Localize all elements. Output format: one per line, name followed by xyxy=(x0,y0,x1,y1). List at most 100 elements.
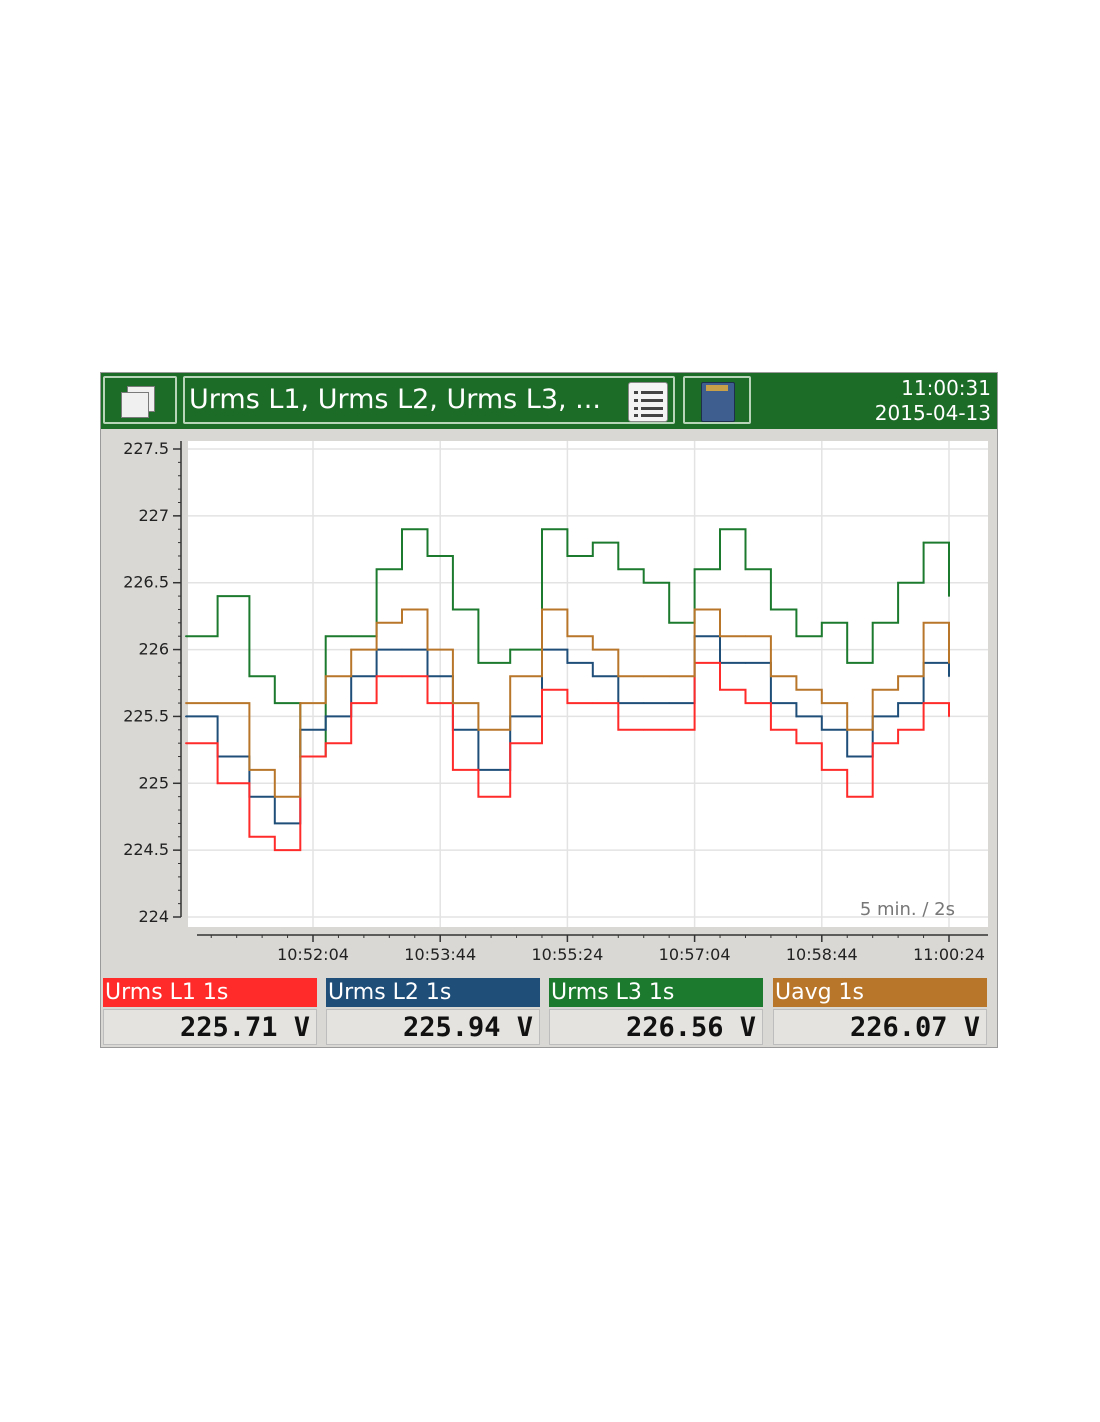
data-point xyxy=(719,528,721,531)
data-point xyxy=(566,702,569,704)
data-point xyxy=(274,822,276,825)
data-point xyxy=(324,675,327,678)
channel-selector-button[interactable]: Urms L1, Urms L2, Urms L3, ... xyxy=(183,376,675,424)
data-point xyxy=(375,622,378,624)
data-point xyxy=(185,715,187,718)
data-point xyxy=(897,581,899,584)
data-point xyxy=(541,608,543,611)
data-point xyxy=(668,729,670,731)
voltage-chart: 227.5 227 226.5 226 225.5 225 224.5 224 10:52:0… xyxy=(123,439,988,964)
data-point xyxy=(744,635,747,637)
data-point xyxy=(617,675,620,678)
reading-label-avg: Uavg 1s xyxy=(773,978,987,1007)
data-point xyxy=(821,729,823,731)
data-point xyxy=(185,742,187,744)
data-point xyxy=(324,742,327,744)
data-point xyxy=(871,742,874,744)
data-point xyxy=(821,769,823,771)
data-point xyxy=(350,635,352,637)
data-point xyxy=(871,688,874,691)
data-point xyxy=(642,702,645,704)
data-point xyxy=(324,635,327,637)
reading-value-avg: 226.07 V xyxy=(773,1009,987,1045)
data-point xyxy=(375,568,378,571)
data-point xyxy=(185,702,187,704)
data-point xyxy=(846,795,849,798)
data-point xyxy=(426,702,429,704)
time-window-label: 5 min. / 2s xyxy=(860,899,955,920)
data-point xyxy=(821,622,823,624)
data-point xyxy=(452,608,454,611)
clock-date: 2015-04-13 xyxy=(874,401,991,425)
data-point xyxy=(719,688,721,691)
data-point xyxy=(248,675,251,678)
data-point xyxy=(668,622,670,624)
data-point xyxy=(642,675,645,678)
data-point xyxy=(744,702,747,704)
reading-panel-l2[interactable]: Urms L2 1s 225.94 V xyxy=(326,978,540,1046)
data-point xyxy=(948,595,950,597)
data-point xyxy=(897,675,899,678)
storage-button[interactable] xyxy=(683,376,751,424)
data-point xyxy=(795,688,798,691)
data-point xyxy=(375,675,378,678)
data-point xyxy=(719,635,721,637)
reading-value-l3: 226.56 V xyxy=(549,1009,763,1045)
data-point xyxy=(897,729,899,731)
data-point xyxy=(401,528,403,531)
y-tick-label: 227.5 xyxy=(123,439,169,458)
data-point xyxy=(846,729,849,731)
data-point xyxy=(846,662,849,664)
reading-label-l1: Urms L1 1s xyxy=(103,978,317,1007)
data-point xyxy=(350,648,352,651)
data-point xyxy=(846,755,849,758)
y-tick-label: 227 xyxy=(138,506,169,525)
data-point xyxy=(592,541,594,544)
data-point xyxy=(401,648,403,651)
data-point xyxy=(617,729,620,731)
data-point xyxy=(922,541,925,544)
windows-button[interactable] xyxy=(103,376,177,424)
channel-title: Urms L1, Urms L2, Urms L3, ... xyxy=(189,384,601,415)
x-tick-label: 10:55:24 xyxy=(531,945,603,964)
clock-time: 11:00:31 xyxy=(901,376,991,400)
data-point xyxy=(795,635,798,637)
reading-panel-l3[interactable]: Urms L3 1s 226.56 V xyxy=(549,978,763,1046)
y-tick-label: 224.5 xyxy=(123,840,169,859)
x-tick-label: 10:53:44 xyxy=(404,945,476,964)
y-tick-label: 226.5 xyxy=(123,573,169,592)
data-point xyxy=(274,795,276,798)
y-tick-label: 226 xyxy=(138,640,169,659)
data-point xyxy=(770,729,772,731)
data-point xyxy=(642,729,645,731)
data-point xyxy=(693,608,696,611)
reading-panel-l1[interactable]: Urms L1 1s 225.71 V xyxy=(103,978,317,1046)
data-point xyxy=(668,702,670,704)
clock: 11:00:31 2015-04-13 xyxy=(875,376,991,426)
data-point xyxy=(948,662,950,664)
instrument-screen: Urms L1, Urms L2, Urms L3, ... 11:00:31 … xyxy=(100,372,998,1048)
data-point xyxy=(744,662,747,664)
data-point xyxy=(668,675,670,678)
data-point xyxy=(509,648,511,651)
data-point xyxy=(452,702,454,704)
data-point xyxy=(426,555,429,557)
data-point xyxy=(299,702,302,704)
data-point xyxy=(897,702,899,704)
data-point xyxy=(274,702,276,704)
reading-label-l3: Urms L3 1s xyxy=(549,978,763,1007)
data-point xyxy=(477,662,480,664)
data-point xyxy=(948,675,950,678)
data-point xyxy=(770,675,772,678)
data-point xyxy=(744,568,747,571)
data-point xyxy=(452,769,454,771)
data-point xyxy=(541,688,543,691)
data-point xyxy=(401,608,403,611)
reading-panel-avg[interactable]: Uavg 1s 226.07 V xyxy=(773,978,987,1046)
y-tick-label: 224 xyxy=(138,907,169,926)
data-point xyxy=(324,715,327,718)
data-point xyxy=(693,568,696,571)
x-tick-label: 11:00:24 xyxy=(913,945,985,964)
data-point xyxy=(426,648,429,651)
data-point xyxy=(795,715,798,718)
